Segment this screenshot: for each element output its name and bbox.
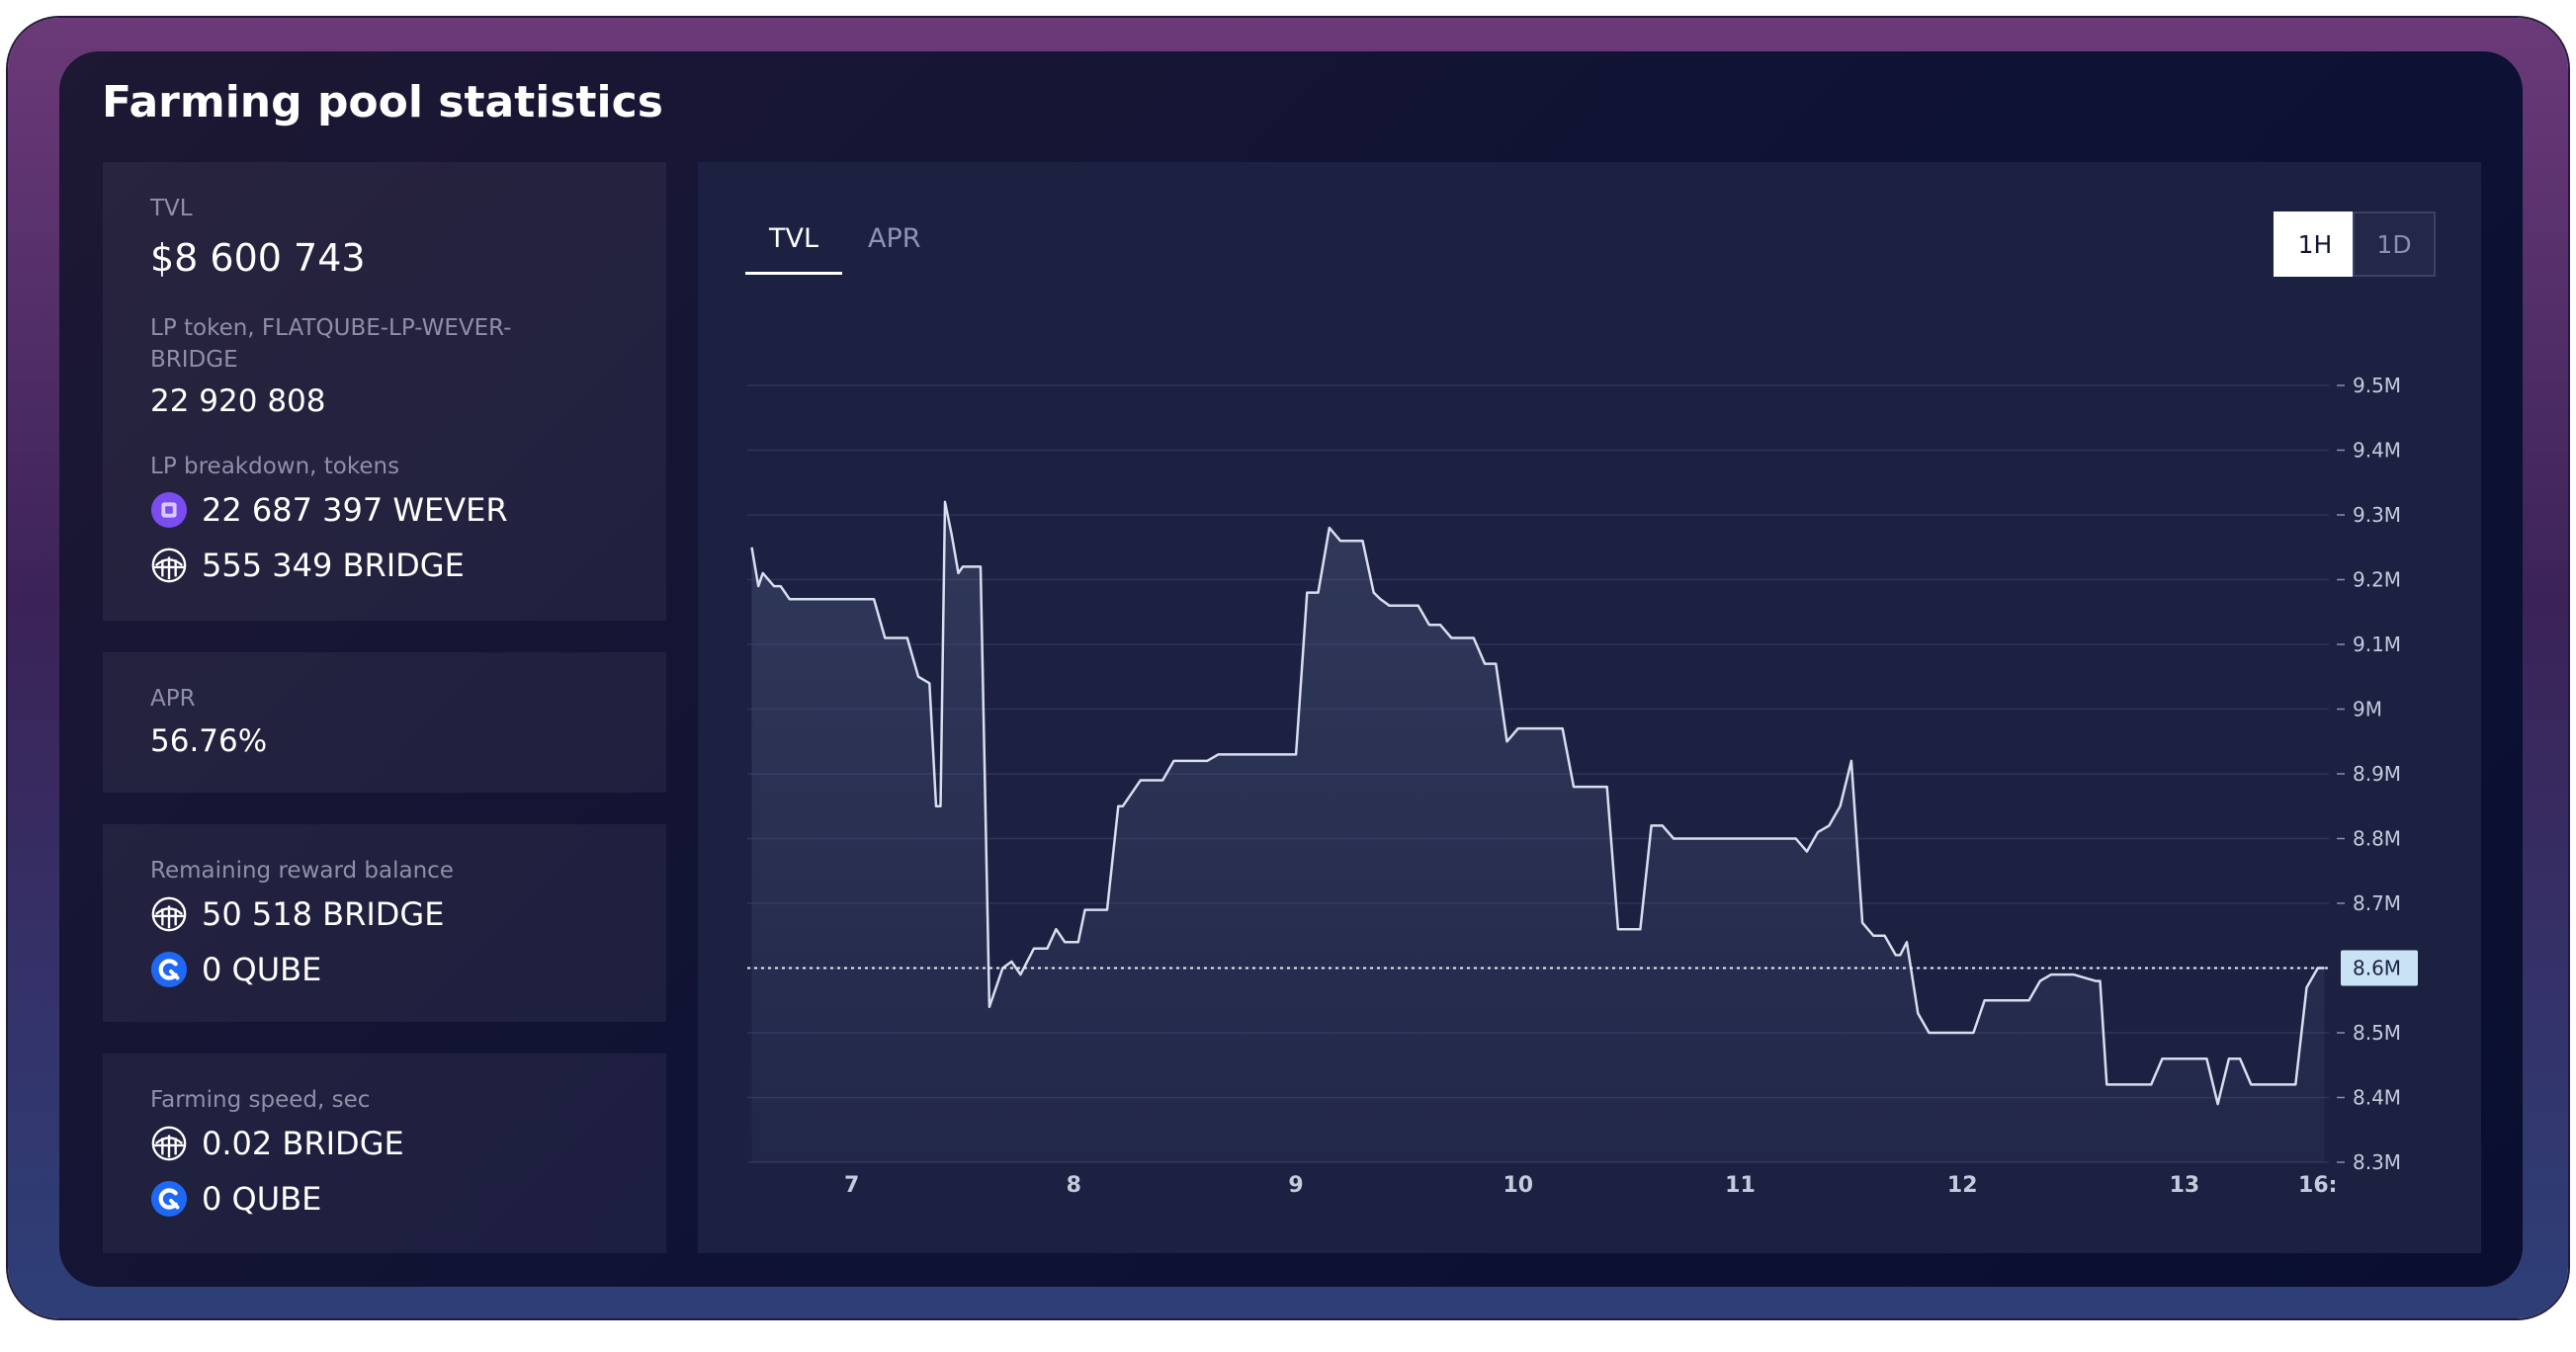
reward-bridge: 50 518 BRIDGE [150,895,444,933]
x-tick-label: 7 [844,1173,859,1198]
x-tick-label: 9 [1288,1173,1303,1198]
x-tick-label: 10 [1503,1173,1533,1198]
page-title: Farming pool statistics [102,77,663,127]
lp-breakdown-label: LP breakdown, tokens [150,454,400,479]
bridge-token-icon [151,1126,187,1161]
lp-breakdown-wever: 22 687 397 WEVER [150,491,508,529]
lp-breakdown-wever-text: 22 687 397 WEVER [202,491,508,529]
lp-token-label: LP token, FLATQUBE-LP-WEVER-BRIDGE [150,315,512,373]
y-tick-label: 9.5M [2353,374,2401,397]
y-tick-label: 8.7M [2353,891,2401,915]
y-tick-label: 9.4M [2353,439,2401,463]
current-value-label: 8.6M [2353,957,2401,980]
x-tick-label: 12 [1947,1173,1978,1198]
reward-panel: Remaining reward balance 50 518 BRIDGE 0… [103,824,666,1022]
tvl-chart: 9.5M 9.4M 9.3M 9.2M 9.1M 9M 8.9M 8.8M 8.7M 8.5M 8.… [747,374,2418,1198]
tvl-panel: TVL $8 600 743 LP token, FLATQUBE-LP-WEV… [103,162,666,621]
y-tick-label: 9.3M [2353,503,2401,527]
y-tick-label: 8.5M [2353,1021,2401,1045]
qube-token-icon [150,1180,188,1218]
reward-qube-text: 0 QUBE [202,951,322,988]
timeframe-1d-button[interactable]: 1D [2353,211,2436,277]
x-tick-label: 13 [2170,1173,2200,1198]
y-tick-label: 9.2M [2353,568,2401,592]
x-tick-label: 8 [1067,1173,1081,1198]
tvl-area [751,501,2325,1162]
speed-bridge-text: 0.02 BRIDGE [202,1125,404,1162]
bridge-token-icon [151,548,187,583]
reward-qube: 0 QUBE [150,951,321,988]
timeframe-1h-button[interactable]: 1H [2274,211,2357,277]
speed-qube-text: 0 QUBE [202,1180,322,1218]
speed-qube: 0 QUBE [150,1180,321,1218]
x-tick-label: 11 [1725,1173,1756,1198]
lp-breakdown-bridge-text: 555 349 BRIDGE [202,547,465,584]
tvl-series-line [750,500,2325,1106]
chart-panel: TVL APR 1H 1D 9.5M 9.4M 9.3M 9.2M 9.1M 9M 8.9M… [698,162,2481,1253]
tvl-label: TVL [150,196,193,221]
reward-bridge-text: 50 518 BRIDGE [202,895,445,933]
y-tick-label: 9M [2353,698,2382,721]
y-tick-label: 8.3M [2353,1150,2401,1174]
speed-bridge: 0.02 BRIDGE [150,1125,404,1162]
lp-token-value: 22 920 808 [150,383,326,419]
y-tick-label: 9.1M [2353,633,2401,656]
qube-token-icon [150,951,188,988]
y-tick-label: 8.4M [2353,1086,2401,1110]
apr-label: APR [150,686,196,712]
apr-value: 56.76% [150,723,268,759]
x-tick-label: 16: [2298,1173,2337,1198]
apr-panel: APR 56.76% [103,652,666,793]
tab-tvl[interactable]: TVL [745,223,843,275]
bridge-token-icon [151,896,187,932]
farming-speed-panel: Farming speed, sec 0.02 BRIDGE 0 QUBE [103,1054,666,1253]
reward-label: Remaining reward balance [150,858,454,884]
tvl-value: $8 600 743 [150,236,366,280]
y-tick-label: 8.9M [2353,762,2401,786]
y-tick-label: 8.8M [2353,827,2401,851]
wever-token-icon [150,491,188,529]
tab-apr[interactable]: APR [868,223,921,254]
lp-breakdown-bridge: 555 349 BRIDGE [150,547,465,584]
farming-speed-label: Farming speed, sec [150,1087,371,1113]
current-value-badge [2341,950,2418,986]
